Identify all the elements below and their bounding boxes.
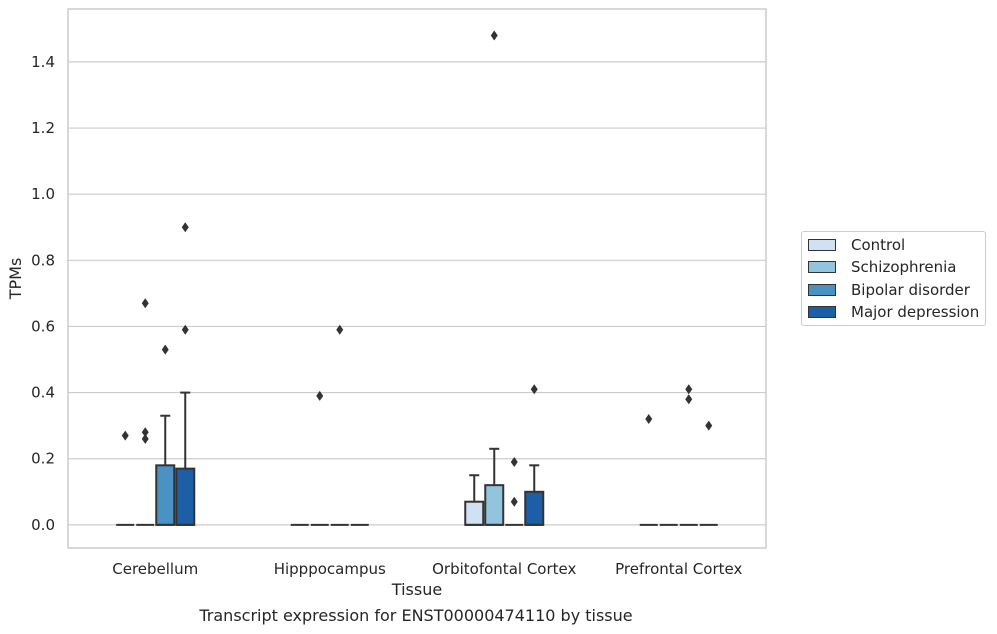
outlier-point [705, 420, 713, 431]
outlier-point [510, 457, 518, 468]
box-orbitofontal-cortex-schizophrenia [484, 30, 505, 526]
box-hipppocampus-bipolar-disorder [330, 324, 349, 526]
legend-swatch-major-depression [808, 306, 836, 318]
outlier-point [685, 394, 693, 405]
legend-swatch-bipolar-disorder [808, 284, 836, 296]
y-tick-label: 1.2 [31, 119, 55, 137]
box-body [155, 464, 176, 526]
box-hipppocampus-schizophrenia [310, 390, 329, 526]
legend-label-schizophrenia: Schizophrenia [851, 258, 957, 276]
legend-item-control: Control [808, 236, 905, 254]
outlier-point [685, 384, 693, 395]
outlier-point [121, 430, 129, 441]
outlier-point [645, 414, 653, 425]
y-axis-label: TPMs [6, 258, 25, 301]
box-orbitofontal-cortex-major-depression [524, 384, 545, 526]
outlier-point [510, 496, 518, 507]
y-tick-label: 0.2 [31, 450, 55, 468]
legend-item-schizophrenia: Schizophrenia [808, 258, 956, 276]
x-tick-label: Cerebellum [112, 560, 198, 578]
x-axis-label: Tissue [391, 580, 442, 599]
x-tick-label: Hipppocampus [274, 560, 386, 578]
outlier-point [336, 324, 344, 335]
y-tick-label: 0.8 [31, 251, 55, 269]
box-prefrontal-cortex-bipolar-disorder [679, 384, 698, 526]
y-tick-label: 0.0 [31, 516, 55, 534]
outlier-point [141, 427, 149, 438]
box-cerebellum-control [116, 430, 135, 526]
box-orbitofontal-cortex-control [464, 474, 485, 526]
outlier-point [141, 433, 149, 444]
legend-item-bipolar-disorder: Bipolar disorder [808, 281, 970, 299]
box-prefrontal-cortex-control [639, 414, 658, 526]
outlier-point [316, 390, 324, 401]
y-tick-label: 1.4 [31, 53, 55, 71]
y-tick-label: 0.6 [31, 317, 55, 335]
legend-item-major-depression: Major depression [808, 303, 979, 321]
box-cerebellum-schizophrenia [136, 298, 155, 526]
legend-swatch-control [808, 239, 836, 251]
outlier-point [181, 222, 189, 233]
outlier-point [181, 324, 189, 335]
outlier-point [530, 384, 538, 395]
outlier-point [141, 298, 149, 309]
box-cerebellum-major-depression [175, 222, 196, 526]
y-tick-label: 1.0 [31, 185, 55, 203]
box-orbitofontal-cortex-bipolar-disorder [505, 457, 524, 526]
legend-label-control: Control [851, 236, 906, 254]
x-tick-label: Orbitofontal Cortex [432, 560, 576, 578]
box-body [484, 484, 505, 526]
chart-caption: Transcript expression for ENST0000047411… [199, 606, 633, 625]
x-tick-label: Prefrontal Cortex [615, 560, 742, 578]
box-cerebellum-bipolar-disorder [155, 344, 176, 526]
legend-label-major-depression: Major depression [851, 303, 980, 321]
legend: Control Schizophrenia Bipolar disorder M… [801, 231, 986, 326]
box-body [464, 500, 485, 526]
box-body [175, 467, 196, 526]
box-body [524, 490, 545, 526]
legend-label-bipolar-disorder: Bipolar disorder [851, 281, 970, 299]
legend-swatch-schizophrenia [808, 261, 836, 273]
outlier-point [161, 344, 169, 355]
y-tick-label: 0.4 [31, 384, 55, 402]
outlier-point [490, 30, 498, 41]
box-prefrontal-cortex-major-depression [699, 420, 718, 526]
